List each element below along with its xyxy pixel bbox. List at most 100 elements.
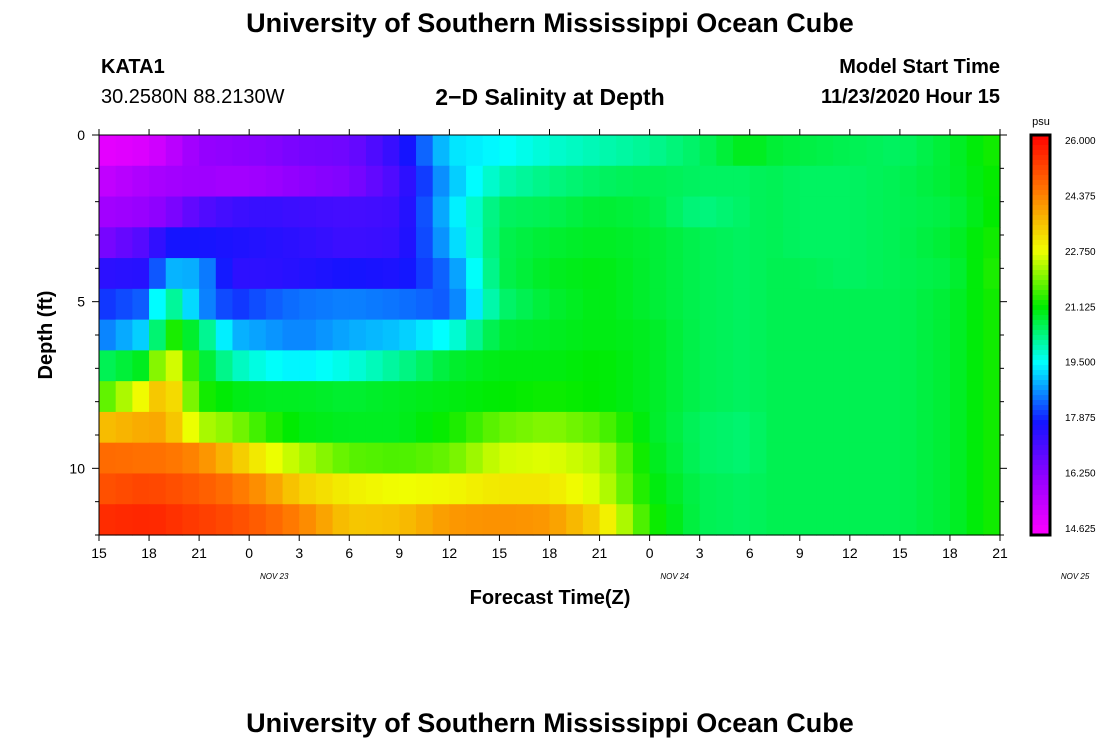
colorbar-segment xyxy=(1031,205,1050,211)
heatmap-cell xyxy=(649,504,667,536)
heatmap-cell xyxy=(749,165,768,198)
heatmap-cell xyxy=(616,227,634,259)
heatmap-cell xyxy=(582,165,601,198)
heatmap-cell xyxy=(766,504,784,536)
colorbar-segment xyxy=(1031,140,1050,146)
heatmap-cell xyxy=(566,165,584,198)
heatmap-cell xyxy=(549,165,567,198)
heatmap-cell xyxy=(182,442,200,475)
colorbar-segment xyxy=(1031,480,1050,486)
heatmap-cell xyxy=(983,135,1001,167)
heatmap-cell xyxy=(566,288,584,321)
heatmap-cell xyxy=(365,504,384,536)
heatmap-cell xyxy=(649,411,667,444)
heatmap-cell xyxy=(916,350,934,382)
heatmap-cell xyxy=(649,165,667,198)
heatmap-cell xyxy=(849,165,868,198)
heatmap-cell xyxy=(632,135,651,167)
colorbar-segment xyxy=(1031,160,1050,166)
heatmap-cell xyxy=(666,381,684,413)
heatmap-cell xyxy=(99,442,117,475)
heatmap-cell xyxy=(499,350,517,382)
heatmap-cell xyxy=(799,350,818,382)
heatmap-cell xyxy=(149,227,167,259)
heatmap-cell xyxy=(149,288,167,321)
heatmap-cell xyxy=(933,504,951,536)
heatmap-cell xyxy=(733,319,751,351)
heatmap-cell xyxy=(749,227,768,259)
heatmap-cell xyxy=(132,135,150,167)
heatmap-cell xyxy=(949,288,968,321)
heatmap-cell xyxy=(132,319,150,351)
heatmap-cell xyxy=(682,165,701,198)
heatmap-cell xyxy=(599,196,617,228)
heatmap-cell xyxy=(349,442,367,475)
heatmap-cell xyxy=(983,165,1001,198)
heatmap-cell xyxy=(482,504,501,536)
heatmap-cell xyxy=(115,319,133,351)
heatmap-cell xyxy=(149,504,167,536)
heatmap-cell xyxy=(632,165,651,198)
heatmap-cell xyxy=(983,196,1001,228)
heatmap-cell xyxy=(933,473,951,505)
heatmap-cell xyxy=(949,165,968,198)
colorbar-tick-label: 24.375 xyxy=(1065,191,1096,202)
heatmap-cell xyxy=(616,319,634,351)
heatmap-cell xyxy=(766,411,784,444)
heatmap-cell xyxy=(482,288,501,321)
heatmap-cell xyxy=(516,258,534,290)
heatmap-cell xyxy=(482,165,501,198)
heatmap-cell xyxy=(516,319,534,351)
heatmap-cell xyxy=(265,411,284,444)
heatmap-cell xyxy=(632,288,651,321)
heatmap-cell xyxy=(849,135,868,167)
heatmap-cell xyxy=(783,381,801,413)
heatmap-cell xyxy=(649,196,667,228)
heatmap-cell xyxy=(749,319,768,351)
heatmap-cell xyxy=(949,196,968,228)
heatmap-cell xyxy=(299,288,317,321)
heatmap-cell xyxy=(783,319,801,351)
heatmap-cell xyxy=(149,196,167,228)
heatmap-cell xyxy=(549,135,567,167)
heatmap-cell xyxy=(949,350,968,382)
heatmap-cell xyxy=(549,411,567,444)
heatmap-cell xyxy=(983,227,1001,259)
heatmap-cell xyxy=(382,227,400,259)
heatmap-cell xyxy=(649,319,667,351)
heatmap-cell xyxy=(833,196,851,228)
heatmap-cell xyxy=(582,350,601,382)
heatmap-cell xyxy=(899,473,918,505)
heatmap-cell xyxy=(833,258,851,290)
heatmap-cell xyxy=(499,258,517,290)
heatmap-cell xyxy=(849,411,868,444)
heatmap-cell xyxy=(532,196,551,228)
colorbar-segment xyxy=(1031,450,1050,456)
heatmap-cell xyxy=(282,504,300,536)
heatmap-cell xyxy=(783,442,801,475)
heatmap-cell xyxy=(966,258,984,290)
colorbar-segment xyxy=(1031,380,1050,386)
heatmap-cell xyxy=(733,288,751,321)
heatmap-cell xyxy=(249,196,267,228)
heatmap-cell xyxy=(399,196,417,228)
colorbar-segment xyxy=(1031,335,1050,341)
heatmap-cell xyxy=(549,473,567,505)
heatmap-cell xyxy=(749,258,768,290)
heatmap-cell xyxy=(816,411,834,444)
heatmap-cell xyxy=(733,411,751,444)
colorbar-segment xyxy=(1031,340,1050,346)
heatmap-cell xyxy=(182,381,200,413)
heatmap-cell xyxy=(699,258,717,290)
heatmap-cell xyxy=(532,442,551,475)
heatmap-cell xyxy=(582,411,601,444)
heatmap-cell xyxy=(516,504,534,536)
heatmap-cell xyxy=(866,411,884,444)
heatmap-cell xyxy=(783,196,801,228)
heatmap-cell xyxy=(332,319,350,351)
heatmap-cell xyxy=(99,227,117,259)
heatmap-cell xyxy=(632,504,651,536)
heatmap-cell xyxy=(582,473,601,505)
heatmap-cell xyxy=(466,288,484,321)
heatmap-cell xyxy=(349,350,367,382)
